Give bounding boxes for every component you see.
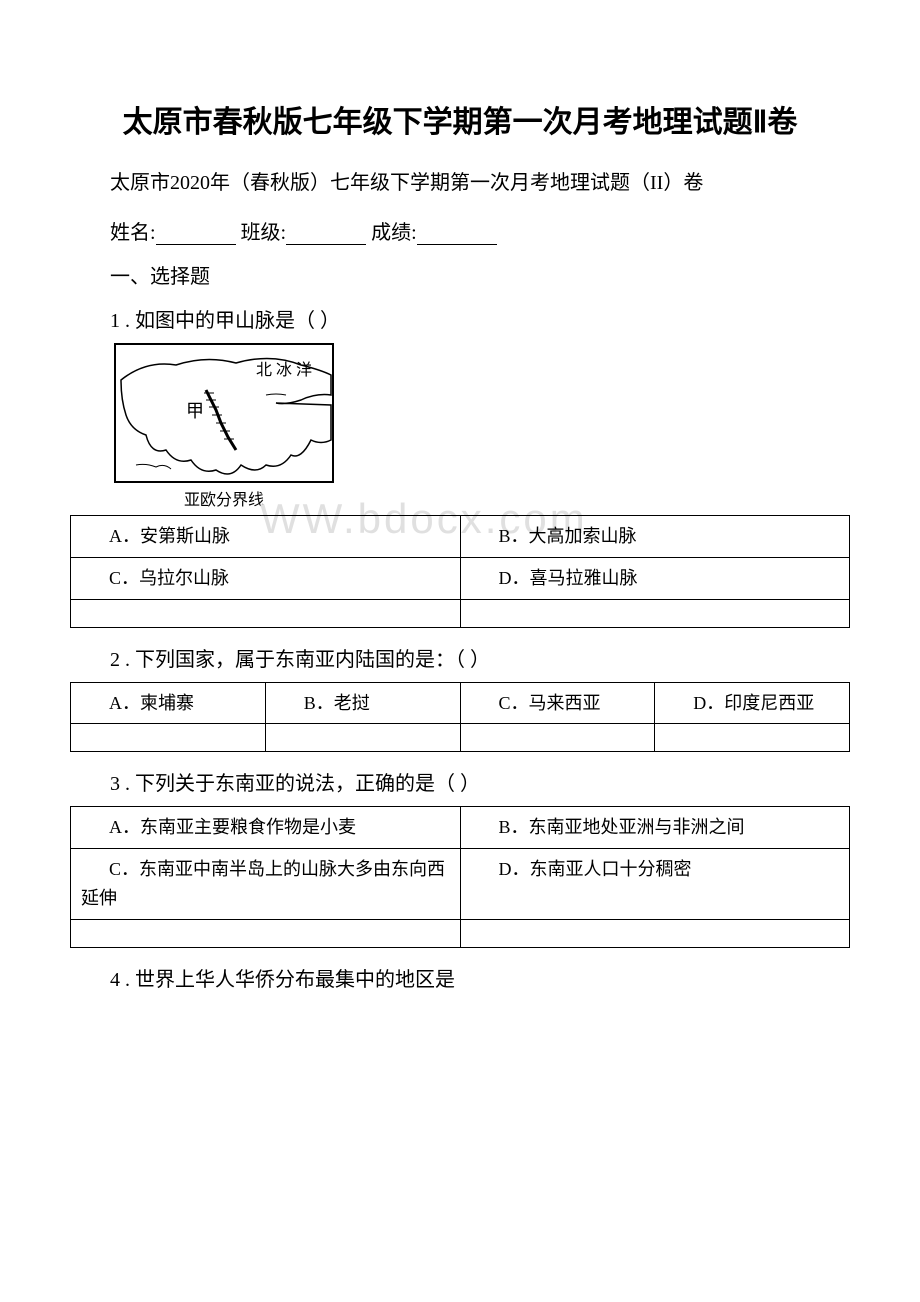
marker-label: 甲	[186, 401, 204, 421]
q1-option-d: D．喜马拉雅山脉	[460, 557, 850, 599]
question-3-text: 3 . 下列关于东南亚的说法，正确的是（ ）	[70, 767, 850, 796]
q3-option-d: D．东南亚人口十分稠密	[460, 849, 850, 920]
question-4-text: 4 . 世界上华人华侨分布最集中的地区是	[70, 963, 850, 992]
table-row: A．柬埔寨 B．老挝 C．马来西亚 D．印度尼西亚	[71, 682, 850, 724]
q1-options-table: A．安第斯山脉 B．大高加索山脉 C．乌拉尔山脉 D．喜马拉雅山脉	[70, 515, 850, 628]
subtitle: 太原市2020年（春秋版）七年级下学期第一次月考地理试题（II）卷	[70, 165, 850, 201]
score-label: 成绩:	[371, 222, 417, 244]
question-2-text: 2 . 下列国家，属于东南亚内陆国的是：（ ）	[70, 643, 850, 672]
section-heading: 一、选择题	[70, 260, 850, 289]
q1-option-c: C．乌拉尔山脉	[71, 557, 461, 599]
name-blank[interactable]	[156, 225, 236, 245]
table-row	[71, 724, 850, 752]
table-row: C．东南亚中南半岛上的山脉大多由东向西延伸 D．东南亚人口十分稠密	[71, 849, 850, 920]
map-box: 北 冰 洋 甲	[114, 343, 334, 483]
table-row	[71, 919, 850, 947]
ocean-label: 北 冰 洋	[256, 361, 312, 379]
q2-option-c: C．马来西亚	[460, 682, 655, 724]
q3-option-b: B．东南亚地处亚洲与非洲之间	[460, 807, 850, 849]
question-1-text: 1 . 如图中的甲山脉是（ ）	[70, 304, 850, 333]
map-svg: 北 冰 洋 甲	[116, 345, 334, 483]
map-caption: 亚欧分界线	[114, 486, 334, 510]
table-row: A．东南亚主要粮食作物是小麦 B．东南亚地处亚洲与非洲之间	[71, 807, 850, 849]
q1-option-b: B．大高加索山脉	[460, 516, 850, 558]
map-figure: 北 冰 洋 甲 亚欧分界线	[114, 343, 850, 510]
table-row: C．乌拉尔山脉 D．喜马拉雅山脉	[71, 557, 850, 599]
q3-options-table: A．东南亚主要粮食作物是小麦 B．东南亚地处亚洲与非洲之间 C．东南亚中南半岛上…	[70, 806, 850, 947]
class-label: 班级:	[241, 222, 287, 244]
page-title: 太原市春秋版七年级下学期第一次月考地理试题Ⅱ卷	[70, 100, 850, 145]
q3-option-a: A．东南亚主要粮食作物是小麦	[71, 807, 461, 849]
table-row: A．安第斯山脉 B．大高加索山脉	[71, 516, 850, 558]
q2-option-b: B．老挝	[265, 682, 460, 724]
class-blank[interactable]	[286, 225, 366, 245]
q2-option-d: D．印度尼西亚	[655, 682, 850, 724]
q1-option-a: A．安第斯山脉	[71, 516, 461, 558]
name-label: 姓名:	[110, 222, 156, 244]
q3-option-c: C．东南亚中南半岛上的山脉大多由东向西延伸	[71, 849, 461, 920]
q2-option-a: A．柬埔寨	[71, 682, 266, 724]
student-info-line: 姓名: 班级: 成绩:	[70, 216, 850, 245]
table-row	[71, 599, 850, 627]
q2-options-table: A．柬埔寨 B．老挝 C．马来西亚 D．印度尼西亚	[70, 682, 850, 753]
score-blank[interactable]	[417, 225, 497, 245]
